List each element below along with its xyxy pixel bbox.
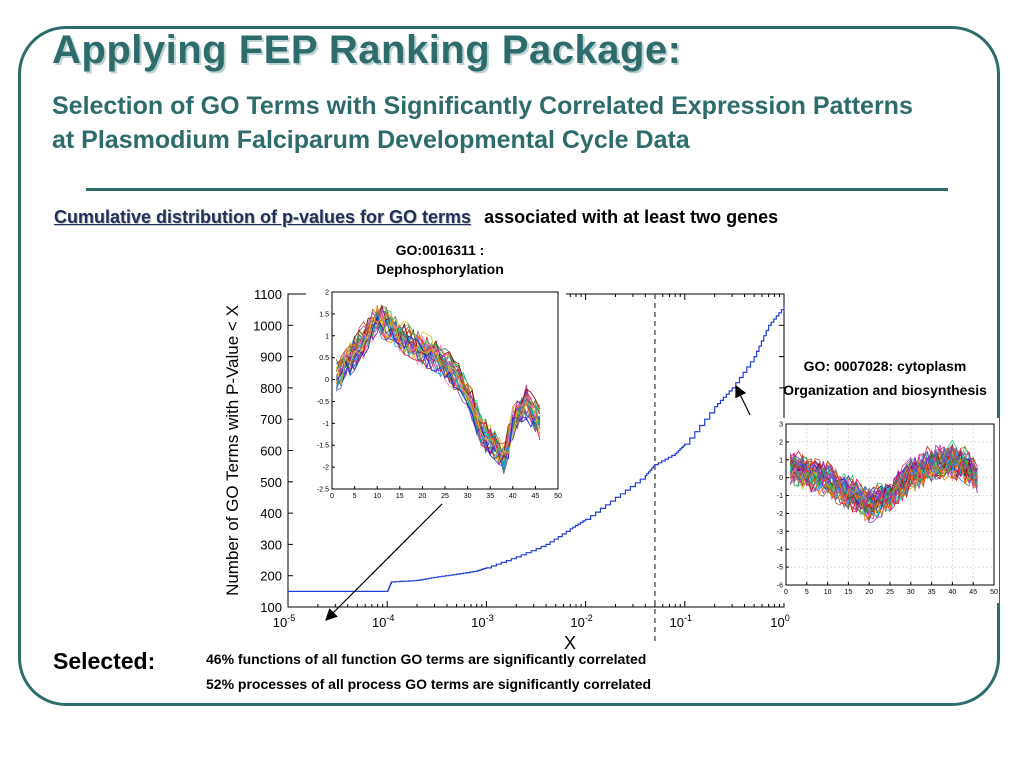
y-tick-label: -2 [777, 511, 783, 518]
x-tick-label: 50 [554, 493, 562, 500]
y-tick-label: 0.5 [319, 355, 329, 362]
inset-chart-cytoplasm: 0 5 10 15 20 25 30 35 40 45 50 -6 -5 -4 -3 -2 -1 0 1 2 3 [764, 418, 999, 603]
x-tick-label: 0 [330, 493, 334, 500]
inset-background [306, 286, 566, 506]
result-functions: 46% functions of all function GO terms a… [206, 651, 647, 667]
y-tick-label: -3 [777, 529, 783, 536]
x-tick-label: 15 [396, 493, 404, 500]
x-tick-label: 45 [969, 589, 977, 596]
y-tick-label: 300 [260, 537, 282, 552]
y-tick-label: 100 [260, 600, 282, 615]
annotation-right-line1: GO: 0007028: cytoplasm [803, 358, 967, 374]
expression-series-line [336, 316, 541, 464]
expression-series-line [790, 452, 978, 518]
slide-frame [18, 26, 1000, 706]
y-tick-label: 800 [260, 381, 282, 396]
expression-series-line [789, 453, 978, 507]
x-tick-label: 35 [486, 493, 494, 500]
slide-title: Applying FEP Ranking Package: [52, 28, 682, 72]
x-tick-label: 20 [419, 493, 427, 500]
x-tick-label: 5 [805, 589, 809, 596]
x-tick-label: 10 [373, 493, 381, 500]
x-tick-label: 35 [928, 589, 936, 596]
y-tick-label: 1 [325, 333, 329, 340]
y-tick-label: -1 [777, 493, 783, 500]
section-heading: Cumulative distribution of p-values for … [54, 207, 778, 228]
x-tick-label: 10-1 [670, 613, 692, 630]
selected-label: Selected: [53, 648, 156, 674]
annotation-left-line1: GO:0016311 : [395, 242, 485, 258]
x-tick-label: 10-3 [471, 613, 493, 630]
x-tick-label: 0 [784, 589, 788, 596]
inset-background [764, 418, 999, 603]
x-tick-label: 45 [532, 493, 540, 500]
expression-series-line [336, 317, 541, 463]
expression-series-line [789, 444, 978, 504]
y-tick-label: 2 [779, 439, 783, 446]
y-tick-label: 1.5 [319, 311, 329, 318]
y-tick-label: -4 [777, 547, 783, 554]
x-tick-label: 30 [464, 493, 472, 500]
y-axis-label: Number of GO Terms with P-Value < X [223, 305, 242, 596]
y-tick-label: -6 [777, 583, 783, 590]
x-tick-label: 50 [990, 589, 998, 596]
y-tick-label: 600 [260, 444, 282, 459]
y-tick-label: 700 [260, 412, 282, 427]
x-tick-label: 5 [353, 493, 357, 500]
y-tick-label: -5 [777, 565, 783, 572]
y-tick-label: -2.5 [317, 487, 329, 494]
expression-series-line [790, 458, 978, 522]
annotation-cytoplasm: GO: 0007028: cytoplasm Organization and … [760, 357, 1010, 400]
x-axis-label: X [564, 633, 576, 653]
x-tick-label: 15 [845, 589, 853, 596]
x-tick-label: 10-4 [372, 613, 394, 630]
section-heading-rest: associated with at least two genes [484, 207, 779, 227]
y-tick-label: 200 [260, 569, 282, 584]
x-tick-label: 25 [441, 493, 449, 500]
y-tick-label: 0 [779, 475, 783, 482]
x-tick-label: 25 [886, 589, 894, 596]
x-tick-label: 10-5 [273, 613, 295, 630]
x-tick-label: 30 [907, 589, 915, 596]
expression-series-line [789, 446, 978, 504]
slide-subtitle: Selection of GO Terms with Significantly… [52, 92, 913, 154]
section-heading-emphasis: Cumulative distribution of p-values for … [54, 207, 472, 227]
y-tick-label: 900 [260, 350, 282, 365]
x-tick-label: 100 [770, 613, 789, 630]
y-tick-label: 0 [325, 377, 329, 384]
y-tick-label: -0.5 [317, 399, 329, 406]
x-tick-label: 20 [865, 589, 873, 596]
y-tick-label: -2 [323, 465, 329, 472]
y-tick-label: 400 [260, 506, 282, 521]
expression-series-line [789, 453, 978, 512]
x-tick-label: 10 [824, 589, 832, 596]
expression-series-line [789, 454, 978, 513]
y-tick-label: 1100 [254, 287, 282, 302]
inset-chart-dephosphorylation: 0 5 10 15 20 25 30 35 40 45 50 -2.5 -2 -1.5 -1 -0.5 0 0.5… [306, 286, 566, 506]
y-tick-label: 500 [260, 475, 282, 490]
y-tick-label: 3 [779, 422, 783, 429]
result-processes: 52% processes of all process GO terms ar… [206, 676, 652, 692]
annotation-dephosphorylation: GO:0016311 : Dephosphorylation [340, 241, 540, 279]
annotation-right-line2: Organization and biosynthesis [783, 382, 987, 398]
y-tick-label: -1 [323, 421, 329, 428]
expression-series-line [336, 314, 540, 455]
y-tick-label: -1.5 [317, 443, 329, 450]
y-tick-label: 2 [325, 290, 329, 297]
x-tick-label: 40 [509, 493, 517, 500]
x-tick-label: 40 [949, 589, 957, 596]
y-tick-label: 1000 [253, 318, 282, 333]
annotation-left-line2: Dephosphorylation [376, 261, 504, 277]
y-tick-label: 1 [779, 457, 783, 464]
x-tick-label: 10-2 [570, 613, 592, 630]
title-divider [86, 188, 948, 191]
